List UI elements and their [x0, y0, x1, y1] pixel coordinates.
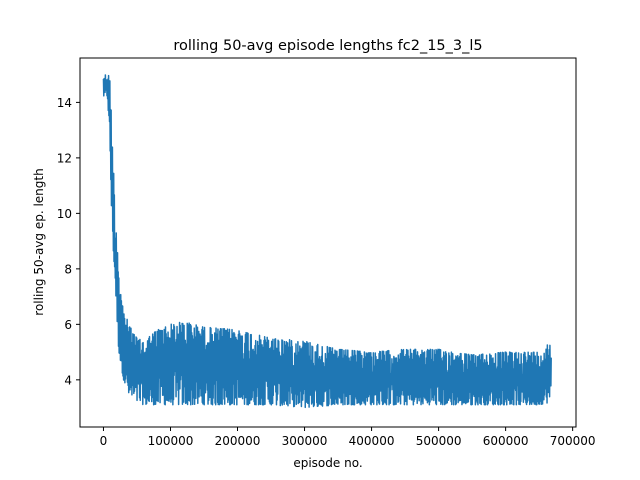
y-axis-ticks: 4 6 8 10 12 14 [57, 96, 80, 387]
y-tick-label: 10 [57, 207, 72, 221]
y-tick-label: 12 [57, 151, 72, 165]
y-tick-label: 8 [64, 262, 72, 276]
y-tick-label: 6 [64, 318, 72, 332]
axes-frame [79, 57, 577, 428]
x-axis-ticks: 0 100000 200000 300000 400000 500000 600000 700… [100, 427, 596, 448]
x-tick-label: 600000 [483, 434, 529, 448]
series-line-1 [102, 74, 552, 409]
x-tick-label: 400000 [349, 434, 395, 448]
y-axis-label: rolling 50-avg ep. length [32, 168, 46, 315]
x-axis-label: episode no. [293, 456, 362, 470]
x-tick-label: 300000 [282, 434, 328, 448]
x-tick-label: 100000 [148, 434, 194, 448]
x-tick-label: 0 [100, 434, 108, 448]
x-tick-label: 700000 [550, 434, 596, 448]
x-tick-label: 200000 [215, 434, 261, 448]
chart-title: rolling 50-avg episode lengths fc2_15_3_… [173, 38, 482, 54]
series-layer [102, 74, 552, 409]
y-tick-label: 4 [64, 373, 72, 387]
x-tick-label: 500000 [416, 434, 462, 448]
y-tick-label: 14 [57, 96, 72, 110]
